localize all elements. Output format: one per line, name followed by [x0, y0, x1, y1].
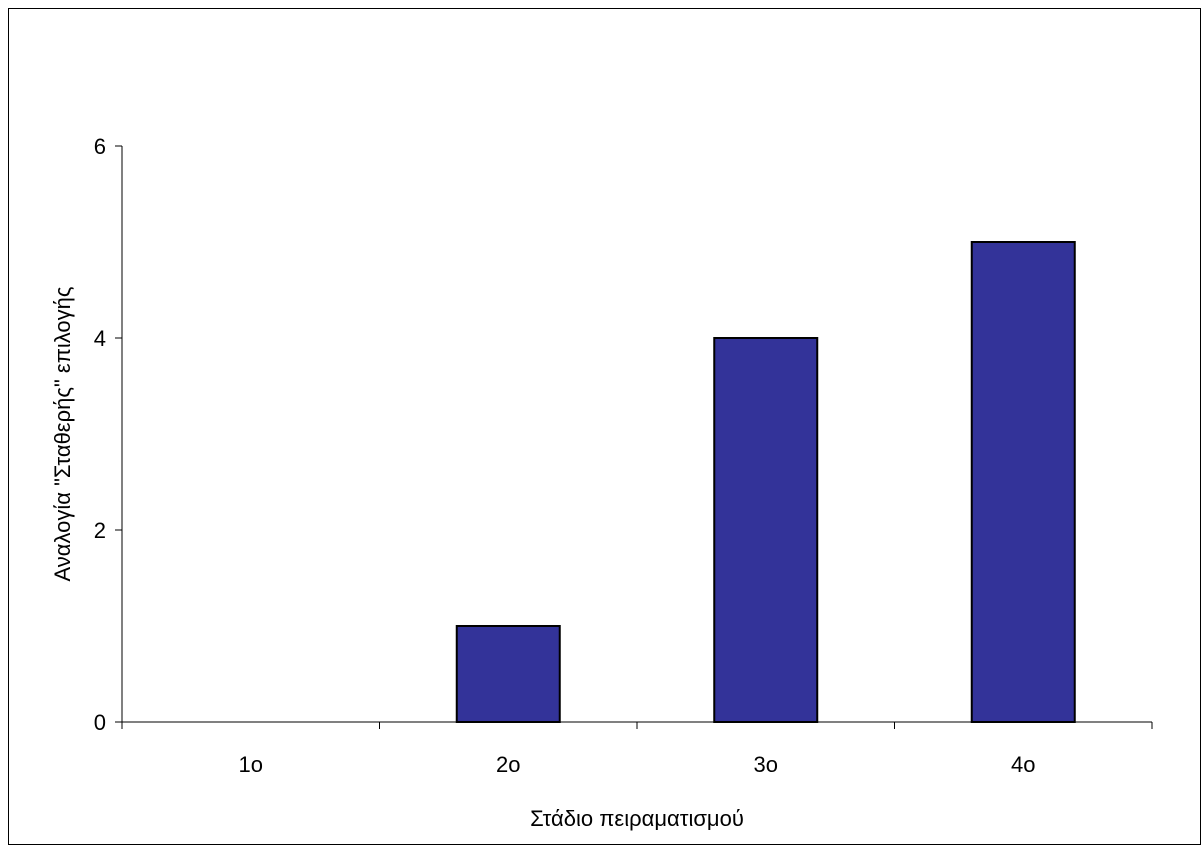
x-tick-label: 2o [496, 752, 520, 777]
y-axis-title: Αναλογία "Σταθερής" επιλογής [50, 286, 75, 581]
y-tick-label: 4 [94, 326, 106, 351]
y-tick-label: 6 [94, 134, 106, 159]
x-axis-ticks: 1o 2o 3o 4o [121, 722, 1153, 777]
y-tick-label: 2 [94, 518, 106, 543]
y-axis-ticks: 0 2 4 6 [94, 134, 122, 735]
y-tick-label: 0 [94, 710, 106, 735]
bar-2o [455, 625, 561, 723]
bar-4o [970, 241, 1076, 723]
x-tick-label: 3o [754, 752, 778, 777]
x-axis-title: Στάδιο πειραματισμού [530, 806, 744, 831]
x-tick-label: 1o [239, 752, 263, 777]
x-tick-label: 4o [1011, 752, 1035, 777]
bars-group [455, 241, 1076, 723]
bar-3o [713, 337, 819, 723]
